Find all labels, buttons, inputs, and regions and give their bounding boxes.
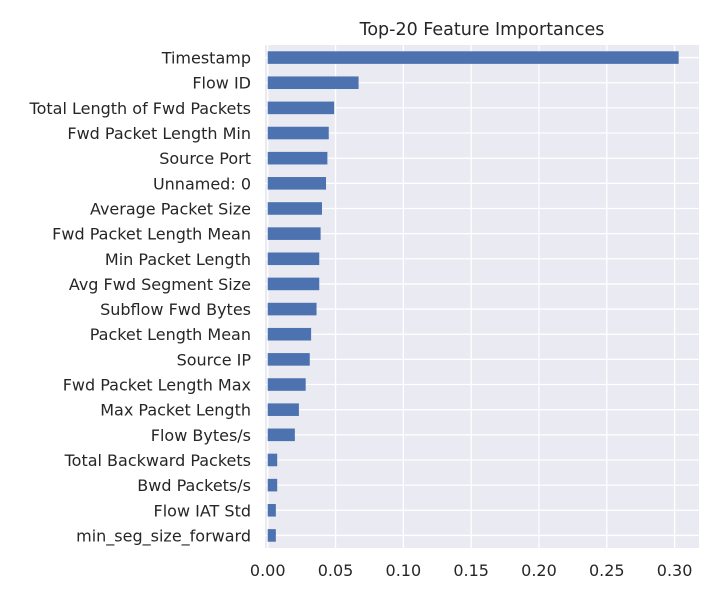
bar: [267, 302, 317, 316]
y-tick-label: Flow ID: [192, 74, 251, 93]
y-tick-label: Avg Fwd Segment Size: [69, 275, 251, 294]
bar: [267, 51, 679, 64]
bar: [267, 353, 310, 366]
y-tick-label: Source IP: [177, 350, 252, 369]
y-tick-label: Source Port: [159, 149, 251, 168]
y-tick-label: Fwd Packet Length Max: [63, 376, 251, 395]
bar: [267, 202, 322, 215]
y-tick-label: Min Packet Length: [105, 250, 251, 269]
x-axis-ticks: 0.00 0.05 0.10 0.15 0.20 0.25 0.30: [250, 561, 693, 580]
bar: [267, 428, 295, 442]
x-tick-label: 0.05: [318, 561, 354, 580]
bar: [267, 76, 359, 90]
bar: [267, 478, 278, 492]
y-tick-label: Total Backward Packets: [64, 451, 251, 470]
bar: [267, 378, 306, 391]
y-axis-labels: Timestamp Flow ID Total Length of Fwd Pack…: [29, 49, 252, 547]
bar: [267, 453, 278, 467]
x-tick-label: 0.15: [453, 561, 489, 580]
y-tick-label: Bwd Packets/s: [137, 476, 251, 495]
y-tick-label: Max Packet Length: [100, 401, 251, 420]
y-tick-label: Average Packet Size: [90, 199, 251, 218]
x-tick-label: 0.30: [657, 561, 693, 580]
y-tick-label: Fwd Packet Length Mean: [52, 225, 251, 244]
bar: [267, 101, 335, 115]
bar: [267, 227, 321, 240]
y-tick-label: Timestamp: [161, 49, 251, 68]
bar: [267, 252, 320, 266]
bar: [267, 403, 299, 416]
y-tick-label: Unnamed: 0: [153, 174, 251, 193]
bar: [267, 277, 320, 291]
bar: [267, 327, 312, 341]
x-tick-label: 0.00: [250, 561, 286, 580]
y-tick-label: Total Length of Fwd Packets: [29, 99, 251, 118]
chart-title: Top-20 Feature Importances: [359, 20, 605, 40]
bar: [267, 529, 276, 542]
y-tick-label: min_seg_size_forward: [76, 526, 251, 546]
x-tick-label: 0.10: [386, 561, 422, 580]
plot-area: [265, 45, 699, 548]
bar: [267, 126, 329, 140]
x-tick-label: 0.20: [521, 561, 557, 580]
y-tick-label: Flow Bytes/s: [151, 426, 251, 445]
bar: [267, 151, 328, 165]
y-tick-label: Flow IAT Std: [154, 501, 251, 520]
bars: [267, 51, 679, 542]
x-tick-label: 0.25: [589, 561, 625, 580]
bar: [267, 503, 276, 517]
y-tick-label: Packet Length Mean: [90, 325, 251, 344]
grid-lines: [265, 45, 699, 548]
bar: [267, 177, 327, 190]
y-tick-label: Subflow Fwd Bytes: [100, 300, 251, 319]
y-tick-label: Fwd Packet Length Min: [67, 124, 251, 143]
